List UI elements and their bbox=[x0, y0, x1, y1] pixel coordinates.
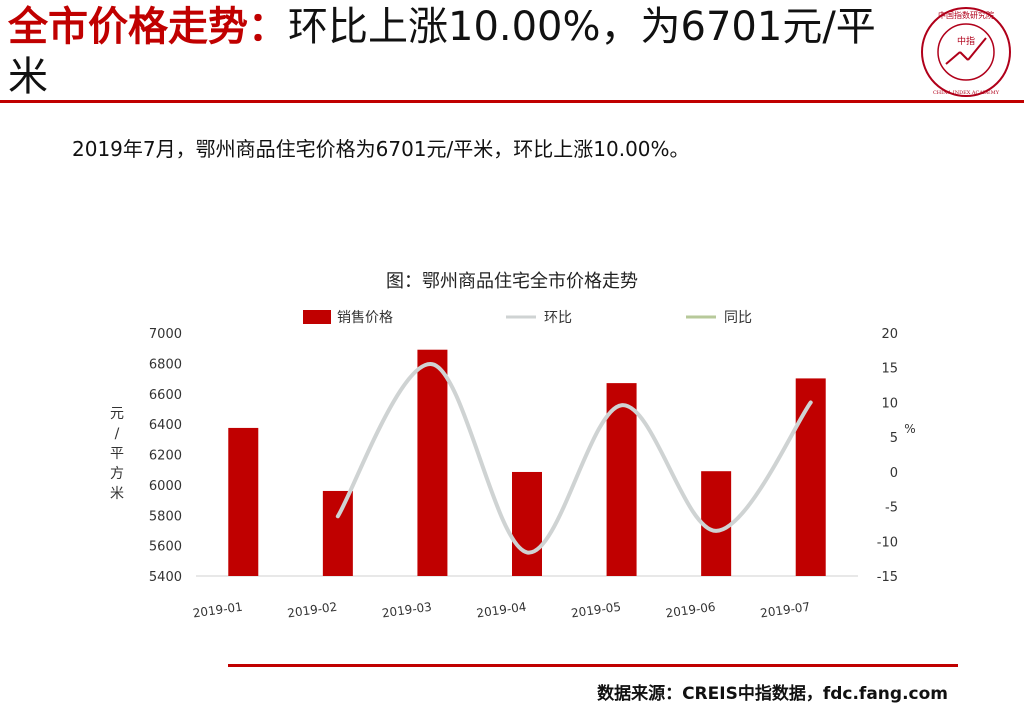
bar bbox=[512, 471, 542, 576]
y2-tick-label: 0 bbox=[890, 466, 898, 481]
bar bbox=[322, 490, 353, 576]
x-tick-label: 2019-05 bbox=[570, 600, 622, 621]
y2-axis-label: % bbox=[904, 422, 915, 436]
y-tick-label: 5800 bbox=[149, 509, 182, 524]
x-tick-label: 2019-01 bbox=[192, 600, 244, 621]
x-tick-label: 2019-03 bbox=[381, 600, 433, 621]
y-axis-label: 元 bbox=[110, 406, 124, 422]
y-axis-label: / bbox=[115, 426, 120, 442]
bar bbox=[228, 427, 259, 576]
bar bbox=[795, 378, 826, 576]
x-tick-label: 2019-07 bbox=[759, 600, 811, 621]
y-axis-label: 米 bbox=[110, 486, 124, 502]
y2-tick-label: 5 bbox=[890, 431, 898, 446]
y-tick-label: 5600 bbox=[149, 540, 182, 555]
y-tick-label: 6000 bbox=[149, 479, 182, 494]
y2-tick-label: -5 bbox=[885, 501, 898, 516]
logo: 中指 中国指数研究院 CHINA INDEX ACADEMY bbox=[918, 4, 1014, 100]
y-axis-label: 平 bbox=[110, 446, 124, 462]
x-tick-label: 2019-02 bbox=[286, 600, 338, 621]
x-tick-label: 2019-06 bbox=[665, 600, 717, 621]
page-title-line2: 米 bbox=[8, 54, 48, 100]
page-title-highlight: 全市价格走势： bbox=[8, 4, 288, 50]
logo-seal-icon: 中指 中国指数研究院 CHINA INDEX ACADEMY bbox=[921, 7, 1011, 97]
bar bbox=[701, 471, 732, 576]
page-title-rest: 环比上涨10.00%，为6701元/平 bbox=[288, 4, 876, 50]
svg-text:中指: 中指 bbox=[957, 35, 975, 47]
summary-text: 2019年7月，鄂州商品住宅价格为6701元/平米，环比上涨10.00%。 bbox=[72, 137, 690, 161]
footer-divider bbox=[228, 664, 958, 667]
y2-tick-label: -15 bbox=[877, 570, 898, 585]
y-tick-label: 5400 bbox=[149, 570, 182, 585]
legend-swatch-bar bbox=[303, 310, 331, 324]
legend-label: 同比 bbox=[724, 310, 752, 326]
y-tick-label: 7000 bbox=[149, 327, 182, 342]
y2-tick-label: 20 bbox=[881, 327, 898, 342]
x-tick-label: 2019-04 bbox=[476, 600, 528, 621]
y-tick-label: 6200 bbox=[149, 449, 182, 464]
header-divider bbox=[0, 100, 1024, 103]
y-tick-label: 6600 bbox=[149, 388, 182, 403]
bar bbox=[417, 349, 448, 576]
y-tick-label: 6400 bbox=[149, 418, 182, 433]
data-source: 数据来源：CREIS中指数据，fdc.fang.com bbox=[597, 684, 948, 704]
bar bbox=[606, 383, 637, 576]
y2-tick-label: 10 bbox=[881, 396, 898, 411]
y2-tick-label: 15 bbox=[881, 362, 898, 377]
chart-title: 图：鄂州商品住宅全市价格走势 bbox=[386, 271, 638, 292]
y-tick-label: 6800 bbox=[149, 357, 182, 372]
svg-text:CHINA INDEX ACADEMY: CHINA INDEX ACADEMY bbox=[933, 90, 1000, 96]
y2-tick-label: -10 bbox=[877, 535, 898, 550]
line-series-环比 bbox=[335, 362, 813, 555]
y-axis-label: 方 bbox=[110, 466, 124, 482]
legend-label: 销售价格 bbox=[337, 310, 393, 326]
svg-text:中国指数研究院: 中国指数研究院 bbox=[938, 10, 994, 20]
legend-label: 环比 bbox=[544, 310, 572, 326]
